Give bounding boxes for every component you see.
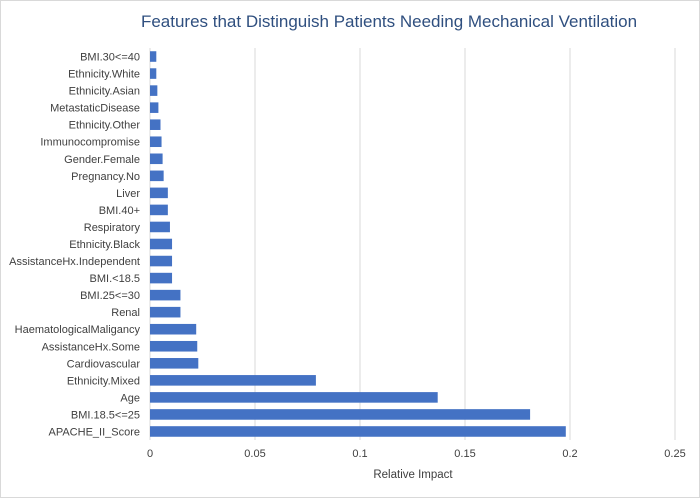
category-label: APACHE_II_Score: [48, 426, 140, 438]
bar: [150, 221, 170, 233]
bar: [150, 238, 173, 250]
category-label: Age: [120, 392, 140, 404]
bar: [150, 119, 161, 130]
category-label: BMI.18.5<=25: [71, 409, 140, 421]
category-label: MetastaticDisease: [50, 103, 140, 115]
bar: [150, 68, 157, 79]
chart-title: Features that Distinguish Patients Needi…: [141, 12, 637, 31]
x-tick-label: 0.25: [664, 448, 685, 460]
bar: [150, 426, 566, 437]
category-label: BMI.40+: [99, 205, 140, 217]
bar: [150, 323, 197, 335]
category-label: Ethnicity.Black: [69, 239, 140, 251]
x-tick-label: 0.15: [454, 448, 475, 460]
bar: [150, 170, 164, 182]
bar: [150, 272, 173, 284]
category-label: BMI.30<=40: [80, 52, 140, 64]
x-tick-label: 0.1: [352, 448, 367, 460]
category-label: Ethnicity.White: [68, 69, 140, 81]
category-label: Ethnicity.Mixed: [67, 375, 140, 387]
category-label: Cardiovascular: [67, 358, 141, 370]
category-label: Respiratory: [84, 222, 141, 234]
category-label: AssistanceHx.Independent: [9, 256, 140, 268]
category-label: HaematologicalMaligancy: [15, 324, 141, 336]
category-label: Pregnancy.No: [71, 171, 140, 183]
x-tick-label: 0.05: [244, 448, 265, 460]
bar: [150, 255, 173, 267]
bar: [150, 409, 531, 420]
bar: [150, 358, 199, 369]
bar: [150, 187, 168, 199]
bar: [150, 289, 181, 301]
category-label: Liver: [116, 188, 140, 200]
bar: [150, 85, 158, 96]
category-label: Renal: [111, 307, 140, 319]
category-label: Gender.Female: [64, 154, 140, 166]
category-label: Ethnicity.Asian: [69, 86, 140, 98]
category-label: AssistanceHx.Some: [42, 341, 140, 353]
bar: [150, 375, 316, 386]
bar: [150, 340, 198, 352]
bar: [150, 204, 168, 216]
x-tick-label: 0.2: [562, 448, 577, 460]
bar: [150, 51, 157, 62]
category-label: BMI.25<=30: [80, 290, 140, 302]
x-tick-label: 0: [147, 448, 153, 460]
bar: [150, 392, 438, 403]
category-label: Ethnicity.Other: [69, 120, 141, 132]
bar: [150, 306, 181, 318]
bar: [150, 136, 162, 148]
x-axis-label: Relative Impact: [373, 469, 453, 481]
category-label: BMI.<18.5: [90, 273, 140, 285]
bar: [150, 102, 159, 113]
category-label: Immunocompromise: [40, 137, 140, 149]
bar: [150, 153, 163, 165]
